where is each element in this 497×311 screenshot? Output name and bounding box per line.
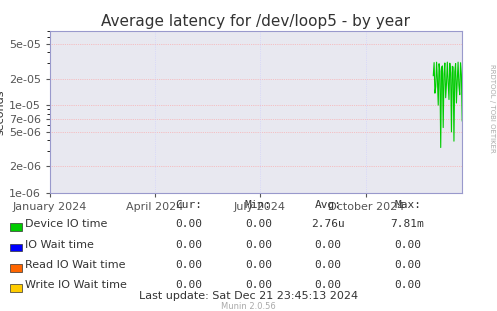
Text: 0.00: 0.00 — [394, 239, 421, 249]
Text: 0.00: 0.00 — [175, 219, 202, 229]
Text: 0.00: 0.00 — [175, 239, 202, 249]
Text: Write IO Wait time: Write IO Wait time — [25, 280, 127, 290]
Text: 0.00: 0.00 — [175, 280, 202, 290]
Text: Munin 2.0.56: Munin 2.0.56 — [221, 302, 276, 311]
Text: IO Wait time: IO Wait time — [25, 239, 94, 249]
Text: 0.00: 0.00 — [394, 280, 421, 290]
Text: Last update: Sat Dec 21 23:45:13 2024: Last update: Sat Dec 21 23:45:13 2024 — [139, 291, 358, 301]
Title: Average latency for /dev/loop5 - by year: Average latency for /dev/loop5 - by year — [101, 14, 411, 29]
Text: 0.00: 0.00 — [315, 239, 341, 249]
Text: Max:: Max: — [394, 200, 421, 210]
Text: 0.00: 0.00 — [315, 260, 341, 270]
Y-axis label: seconds: seconds — [0, 89, 6, 135]
Text: Read IO Wait time: Read IO Wait time — [25, 260, 125, 270]
Text: Cur:: Cur: — [175, 200, 202, 210]
Text: Avg:: Avg: — [315, 200, 341, 210]
Text: 2.76u: 2.76u — [311, 219, 345, 229]
Text: 0.00: 0.00 — [175, 260, 202, 270]
Text: 0.00: 0.00 — [394, 260, 421, 270]
Text: 7.81m: 7.81m — [391, 219, 424, 229]
Text: RRDTOOL / TOBI OETIKER: RRDTOOL / TOBI OETIKER — [489, 64, 495, 153]
Text: 0.00: 0.00 — [315, 280, 341, 290]
Text: 0.00: 0.00 — [245, 219, 272, 229]
Text: Device IO time: Device IO time — [25, 219, 107, 229]
Text: 0.00: 0.00 — [245, 280, 272, 290]
Text: 0.00: 0.00 — [245, 239, 272, 249]
Text: 0.00: 0.00 — [245, 260, 272, 270]
Text: Min:: Min: — [245, 200, 272, 210]
